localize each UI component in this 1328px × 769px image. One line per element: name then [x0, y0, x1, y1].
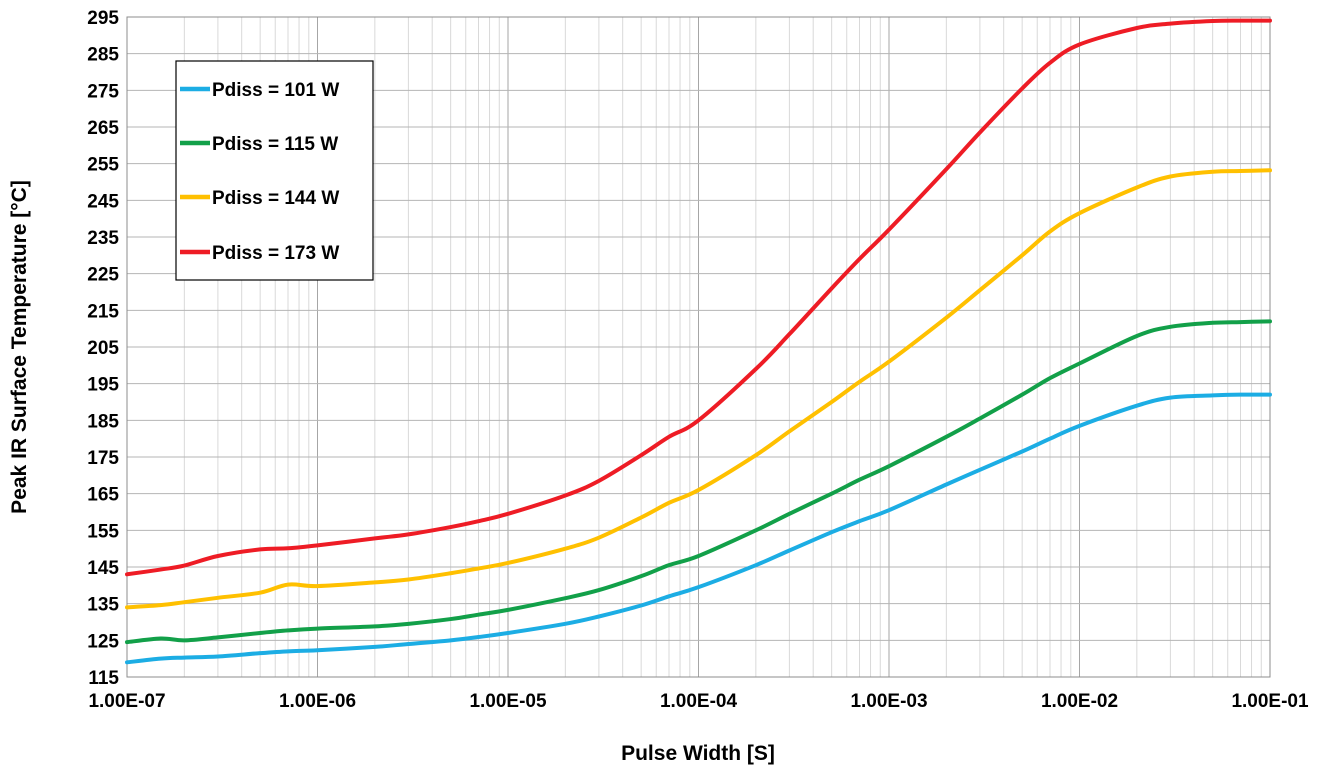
- x-tick-label: 1.00E-01: [1231, 691, 1309, 712]
- plot-area-frame: [126, 16, 1271, 678]
- legend-label: Pdiss = 101 W: [212, 80, 339, 101]
- legend-item-3: Pdiss = 144 W: [180, 188, 339, 209]
- legend-label: Pdiss = 115 W: [212, 134, 338, 155]
- x-tick-label: 1.00E-07: [88, 691, 165, 712]
- y-tick-label: 195: [87, 375, 119, 396]
- series-lines: [125, 18, 1272, 665]
- y-tick-label: 295: [87, 8, 119, 29]
- y-axis-title: Peak IR Surface Temperature [°C]: [8, 180, 31, 514]
- legend-label: Pdiss = 144 W: [212, 188, 339, 209]
- legend-item-4: Pdiss = 173 W: [180, 243, 339, 264]
- y-tick-label: 255: [87, 155, 119, 176]
- x-tick-label: 1.00E-02: [1041, 691, 1118, 712]
- x-axis-tick-labels: 1.00E-07 1.00E-06 1.00E-05 1.00E-04 1.00E-03…: [88, 691, 1309, 712]
- x-tick-label: 1.00E-03: [850, 691, 927, 712]
- x-axis-title: Pulse Width [S]: [621, 742, 775, 765]
- y-tick-label: 245: [87, 191, 119, 212]
- series-line-1: [125, 392, 1272, 665]
- series-line-3: [125, 168, 1272, 610]
- y-tick-label: 135: [87, 595, 119, 616]
- x-tick-label: 1.00E-05: [469, 691, 547, 712]
- y-tick-label: 125: [87, 631, 119, 652]
- y-tick-label: 215: [87, 301, 119, 322]
- legend-box: [175, 60, 374, 281]
- y-tick-label: 145: [87, 558, 119, 579]
- y-tick-label: 165: [87, 485, 119, 506]
- x-tick-label: 1.00E-06: [279, 691, 356, 712]
- legend-item-2: Pdiss = 115 W: [180, 134, 338, 155]
- x-tick-label: 1.00E-04: [660, 691, 738, 712]
- legend-item-1: Pdiss = 101 W: [180, 80, 339, 101]
- y-tick-label: 265: [87, 118, 119, 139]
- y-tick-label: 115: [88, 668, 119, 689]
- y-axis-tick-labels: 115 125 135 145 155 165 175 185 195 205 215 225 235 2…: [87, 8, 119, 689]
- y-tick-label: 225: [87, 265, 119, 286]
- y-tick-label: 155: [87, 521, 119, 542]
- legend: Pdiss = 101 W Pdiss = 115 W Pdiss = 144 …: [175, 60, 374, 281]
- series-line-2: [125, 319, 1272, 645]
- y-tick-label: 275: [87, 81, 119, 102]
- y-tick-label: 185: [87, 411, 119, 432]
- y-tick-label: 235: [87, 228, 119, 249]
- y-tick-label: 205: [87, 338, 119, 359]
- y-tick-label: 285: [87, 45, 119, 66]
- legend-label: Pdiss = 173 W: [212, 243, 339, 264]
- series-line-4: [125, 18, 1272, 577]
- y-tick-label: 175: [87, 448, 119, 469]
